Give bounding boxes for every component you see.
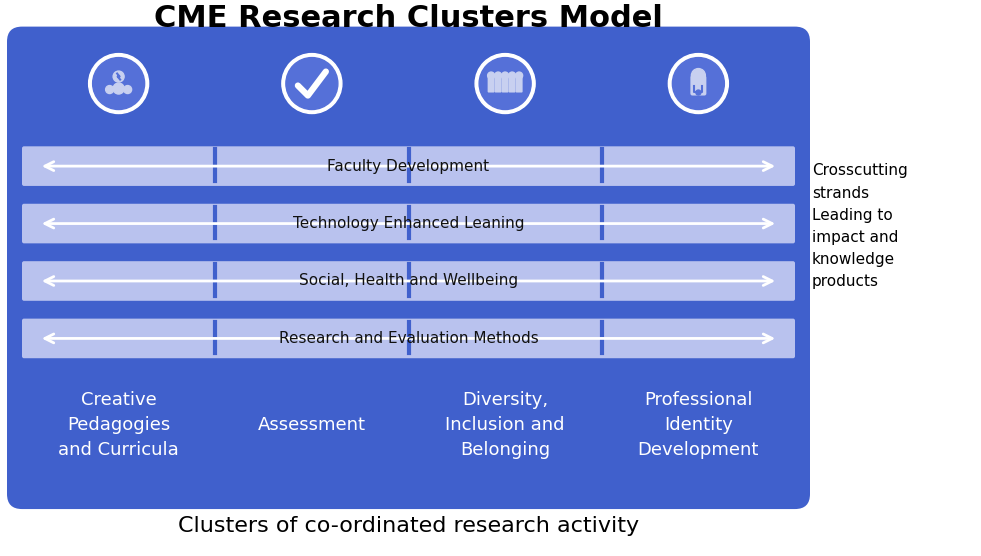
Text: Technology Enhanced Leaning: Technology Enhanced Leaning — [292, 216, 524, 231]
FancyBboxPatch shape — [22, 146, 795, 186]
Circle shape — [479, 58, 531, 110]
FancyBboxPatch shape — [501, 77, 508, 92]
Text: Assessment: Assessment — [258, 416, 366, 434]
Circle shape — [696, 90, 700, 95]
FancyBboxPatch shape — [608, 187, 789, 205]
FancyBboxPatch shape — [516, 77, 523, 92]
FancyBboxPatch shape — [222, 130, 402, 147]
FancyBboxPatch shape — [222, 187, 402, 205]
FancyBboxPatch shape — [415, 302, 595, 320]
Text: Clusters of co-ordinated research activity: Clusters of co-ordinated research activi… — [178, 516, 639, 536]
Circle shape — [92, 58, 144, 110]
FancyBboxPatch shape — [415, 244, 595, 262]
FancyBboxPatch shape — [494, 77, 501, 92]
FancyBboxPatch shape — [22, 261, 795, 301]
FancyBboxPatch shape — [28, 130, 209, 147]
FancyBboxPatch shape — [222, 302, 402, 320]
FancyBboxPatch shape — [608, 244, 789, 262]
Text: Faculty Development: Faculty Development — [328, 158, 490, 173]
FancyBboxPatch shape — [608, 130, 789, 147]
Circle shape — [516, 72, 523, 79]
FancyBboxPatch shape — [691, 76, 706, 96]
Circle shape — [113, 71, 125, 82]
Text: Diversity,
Inclusion and
Belonging: Diversity, Inclusion and Belonging — [445, 391, 565, 459]
Circle shape — [282, 53, 341, 113]
FancyBboxPatch shape — [28, 302, 209, 320]
Text: Crosscutting
strands
Leading to
impact and
knowledge
products: Crosscutting strands Leading to impact a… — [812, 163, 907, 289]
Text: CME Research Clusters Model: CME Research Clusters Model — [154, 4, 663, 33]
Circle shape — [508, 72, 516, 79]
Circle shape — [124, 86, 131, 93]
FancyBboxPatch shape — [28, 187, 209, 205]
Text: Creative
Pedagogies
and Curricula: Creative Pedagogies and Curricula — [58, 391, 179, 459]
FancyBboxPatch shape — [22, 319, 795, 358]
Circle shape — [475, 53, 535, 113]
FancyBboxPatch shape — [22, 203, 795, 244]
Text: Research and Evaluation Methods: Research and Evaluation Methods — [279, 331, 539, 346]
Circle shape — [692, 68, 705, 82]
FancyBboxPatch shape — [222, 244, 402, 262]
FancyBboxPatch shape — [28, 244, 209, 262]
Circle shape — [88, 53, 149, 113]
FancyBboxPatch shape — [7, 27, 810, 509]
Circle shape — [488, 72, 494, 79]
FancyBboxPatch shape — [508, 77, 516, 92]
Circle shape — [668, 53, 728, 113]
Circle shape — [672, 58, 724, 110]
Circle shape — [285, 58, 337, 110]
FancyBboxPatch shape — [608, 302, 789, 320]
FancyBboxPatch shape — [415, 130, 595, 147]
Circle shape — [113, 83, 125, 94]
FancyBboxPatch shape — [488, 77, 494, 92]
Circle shape — [106, 86, 114, 93]
Text: Professional
Identity
Development: Professional Identity Development — [638, 391, 759, 459]
FancyBboxPatch shape — [415, 187, 595, 205]
Circle shape — [494, 72, 501, 79]
Text: Social, Health and Wellbeing: Social, Health and Wellbeing — [299, 274, 518, 289]
Circle shape — [501, 72, 508, 79]
